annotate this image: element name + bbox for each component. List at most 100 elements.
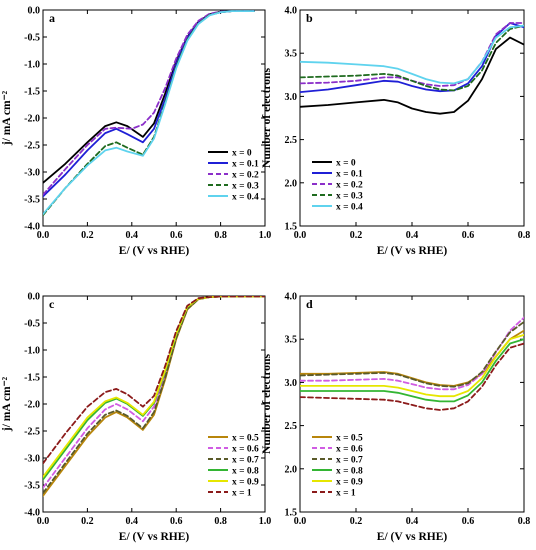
x-tick-label: 0.0 — [294, 516, 307, 527]
x-tick-label: 0.2 — [350, 230, 363, 241]
series-line-x03 — [43, 10, 255, 217]
y-tick-label: 0.0 — [28, 292, 41, 303]
legend-label: x = 0.2 — [232, 171, 259, 181]
x-tick-label: 0.4 — [406, 230, 419, 241]
legend-label: x = 0 — [232, 149, 252, 159]
x-tick-label: 0.8 — [214, 516, 227, 527]
series-line-x08 — [300, 338, 524, 403]
series-line-x02 — [300, 22, 524, 87]
panel-letter: c — [49, 297, 55, 311]
y-axis-title: Number of electrons — [261, 354, 273, 454]
panel-letter: a — [49, 11, 55, 25]
panel-c: 0.0 0.2 0.4 0.6 0.8 1.0 0.0 -0.5 -1.0 -1.5 -2.0 -2.… — [1, 292, 271, 544]
y-tick-label: 0.0 — [28, 6, 41, 17]
y-tick-label: 2.5 — [285, 135, 298, 146]
y-tick-label: -3.0 — [24, 454, 40, 465]
legend-label: x = 0.3 — [232, 182, 259, 192]
y-tick-label: -3.5 — [24, 481, 40, 492]
series-line-x03 — [300, 24, 524, 92]
legend-label: x = 0.6 — [232, 445, 259, 455]
x-tick-label: 1.0 — [259, 516, 272, 527]
legend-label: x = 0.3 — [336, 192, 363, 202]
x-tick-label: 0.2 — [81, 230, 94, 241]
x-tick-label: 0.4 — [126, 516, 139, 527]
legend-label: x = 0.5 — [336, 434, 363, 444]
y-tick-label: -2.0 — [24, 114, 40, 125]
y-tick-label: -0.5 — [24, 319, 40, 330]
x-tick-label: 0.8 — [214, 230, 227, 241]
y-axis-title: j/ mA cm⁻² — [1, 376, 13, 432]
legend-label: x = 0.2 — [336, 181, 363, 191]
y-tick-label: -1.5 — [24, 373, 40, 384]
legend-label: x = 0.9 — [232, 478, 259, 488]
panel-letter: d — [306, 297, 313, 311]
x-tick-label: 0.2 — [81, 516, 94, 527]
x-axis-title: E/ (V vs RHE) — [119, 245, 190, 257]
series-line-x01 — [43, 10, 255, 198]
panel-a: 0.0 0.2 0.4 0.6 0.8 1.0 0.0 -0.5 -1.0 -1.5 -2.0 -2.… — [1, 6, 271, 258]
x-tick-label: 0.6 — [462, 230, 475, 241]
x-axis-title: E/ (V vs RHE) — [377, 531, 448, 543]
y-tick-label: 3.5 — [285, 335, 298, 346]
x-tick-label: 0.6 — [462, 516, 475, 527]
x-tick-label: 0.8 — [518, 516, 531, 527]
series-line-x09 — [300, 334, 524, 398]
series-line-x02 — [43, 10, 255, 196]
legend-label: x = 0.1 — [232, 160, 259, 170]
legend-label: x = 0.8 — [232, 467, 259, 477]
legend-label: x = 0.4 — [336, 203, 363, 213]
legend-label: x = 0.7 — [232, 456, 259, 466]
y-tick-label: 1.5 — [285, 508, 298, 519]
legend-label: x = 1 — [336, 489, 356, 499]
plot-frame — [299, 9, 525, 227]
y-tick-label: -2.0 — [24, 400, 40, 411]
y-axis-title: j/ mA cm⁻² — [1, 90, 13, 146]
y-tick-label: -4.0 — [24, 508, 40, 519]
y-tick-label: 3.0 — [285, 92, 298, 103]
y-tick-label: 4.0 — [285, 292, 298, 303]
x-tick-label: 1.0 — [259, 230, 272, 241]
x-tick-label: 0.4 — [406, 516, 419, 527]
series-line-x0 — [300, 36, 524, 115]
y-tick-label: -1.0 — [24, 346, 40, 357]
y-tick-label: 1.5 — [285, 222, 298, 233]
series-line-x1 — [300, 342, 524, 411]
x-tick-label: 0.4 — [126, 230, 139, 241]
x-tick-label: 0.2 — [350, 516, 363, 527]
y-tick-label: 3.5 — [285, 49, 298, 60]
panel-d: 0.0 0.2 0.4 0.6 0.8 1.5 2.0 2.5 3.0 3.5 4.0 E/ (V v… — [261, 292, 530, 544]
y-tick-label: 2.0 — [285, 178, 298, 189]
x-tick-label: 0.6 — [170, 516, 183, 527]
legend-label: x = 1 — [232, 489, 252, 499]
y-tick-label: 4.0 — [285, 6, 298, 17]
y-axis-title: Number of electrons — [261, 68, 273, 168]
y-tick-label: -2.5 — [24, 141, 40, 152]
x-tick-label: 0.0 — [294, 230, 307, 241]
y-tick-label: -2.5 — [24, 427, 40, 438]
x-tick-label: 0.0 — [37, 230, 50, 241]
legend-label: x = 0.6 — [336, 445, 363, 455]
legend-label: x = 0.7 — [336, 456, 363, 466]
y-tick-label: -1.0 — [24, 60, 40, 71]
x-tick-label: 0.0 — [37, 516, 50, 527]
legend-label: x = 0.8 — [336, 467, 363, 477]
y-tick-label: 2.0 — [285, 464, 298, 475]
series-line-x1 — [43, 296, 265, 465]
series-line-x04 — [300, 24, 524, 85]
x-axis-title: E/ (V vs RHE) — [377, 245, 448, 257]
y-tick-label: 3.0 — [285, 378, 298, 389]
series-line-x0 — [43, 10, 255, 184]
y-tick-label: -0.5 — [24, 33, 40, 44]
legend-label: x = 0.9 — [336, 478, 363, 488]
x-axis-title: E/ (V vs RHE) — [119, 531, 190, 543]
y-tick-label: -3.5 — [24, 195, 40, 206]
panel-b: 0.0 0.2 0.4 0.6 0.8 1.5 2.0 2.5 3.0 3.5 4.0 E/ (V v… — [261, 6, 530, 258]
series-line-x07 — [300, 321, 524, 388]
legend-label: x = 0.4 — [232, 193, 259, 203]
legend-label: x = 0 — [336, 159, 356, 169]
legend-label: x = 0.1 — [336, 170, 363, 180]
y-tick-label: -3.0 — [24, 168, 40, 179]
y-tick-label: 2.5 — [285, 421, 298, 432]
x-tick-label: 0.6 — [170, 230, 183, 241]
